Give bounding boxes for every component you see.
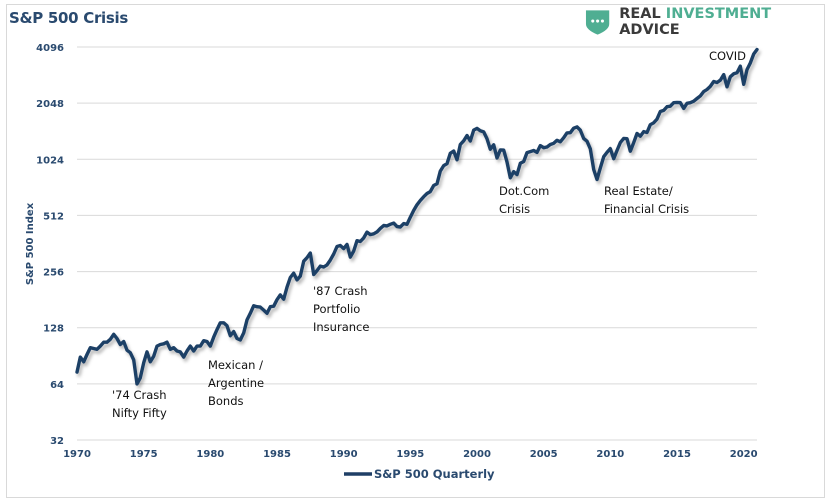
legend-label: S&P 500 Quarterly bbox=[374, 467, 495, 481]
x-tick-label: 2015 bbox=[663, 449, 691, 460]
y-tick-label: 512 bbox=[43, 211, 64, 222]
gridlines bbox=[77, 46, 757, 441]
legend: S&P 500 Quarterly bbox=[344, 467, 495, 481]
annotation-label: Mexican / Argentine Bonds bbox=[208, 358, 264, 408]
annotations: '74 Crash Nifty Fifty Mexican / Argentine Bo… bbox=[112, 49, 746, 420]
annotation-label: Dot.Com Crisis bbox=[499, 184, 549, 216]
x-tick-label: 2010 bbox=[596, 449, 624, 460]
y-axis-ticks: 32 64 128 256 512 1024 2048 4096 bbox=[36, 43, 64, 447]
y-tick-label: 64 bbox=[50, 380, 64, 391]
brand-word-real: REAL bbox=[619, 6, 666, 22]
annotation-label: '74 Crash Nifty Fifty bbox=[112, 388, 167, 420]
x-tick-label: 1975 bbox=[130, 449, 158, 460]
annotation-label: '87 Crash Portfolio Insurance bbox=[313, 284, 369, 334]
x-tick-label: 1985 bbox=[263, 449, 291, 460]
chart-frame bbox=[6, 4, 825, 498]
shield-dots-icon bbox=[585, 10, 610, 35]
x-axis-ticks: 1970 1975 1980 1985 1990 1995 2000 2005 2010 2015… bbox=[63, 449, 758, 460]
y-tick-label: 256 bbox=[43, 268, 64, 279]
x-tick-label: 1970 bbox=[63, 449, 91, 460]
y-tick-label: 32 bbox=[50, 436, 64, 447]
brand-word-advice: ADVICE bbox=[619, 22, 680, 38]
brand-name: REAL INVESTMENT ADVICE bbox=[619, 6, 830, 38]
x-tick-label: 2000 bbox=[463, 449, 491, 460]
x-tick-label: 2005 bbox=[530, 449, 558, 460]
annotation-label: Real Estate/Financial Crisis bbox=[604, 184, 689, 216]
annotation-label: COVID bbox=[709, 49, 746, 63]
chart-title: S&P 500 Crisis bbox=[9, 9, 128, 27]
y-axis-label: S&P 500 Index bbox=[25, 202, 36, 285]
y-tick-label: 128 bbox=[43, 324, 64, 335]
x-tick-label: 2020 bbox=[730, 449, 758, 460]
x-tick-label: 1980 bbox=[196, 449, 224, 460]
series-line-sp500-quarterly bbox=[75, 47, 759, 386]
x-tick-label: 1995 bbox=[396, 449, 424, 460]
brand-word-investment: INVESTMENT bbox=[665, 6, 772, 22]
brand-logo: REAL INVESTMENT ADVICE bbox=[585, 6, 830, 38]
y-tick-label: 4096 bbox=[36, 43, 64, 54]
y-tick-label: 2048 bbox=[36, 99, 64, 110]
y-tick-label: 1024 bbox=[36, 155, 64, 166]
x-tick-label: 1990 bbox=[330, 449, 358, 460]
